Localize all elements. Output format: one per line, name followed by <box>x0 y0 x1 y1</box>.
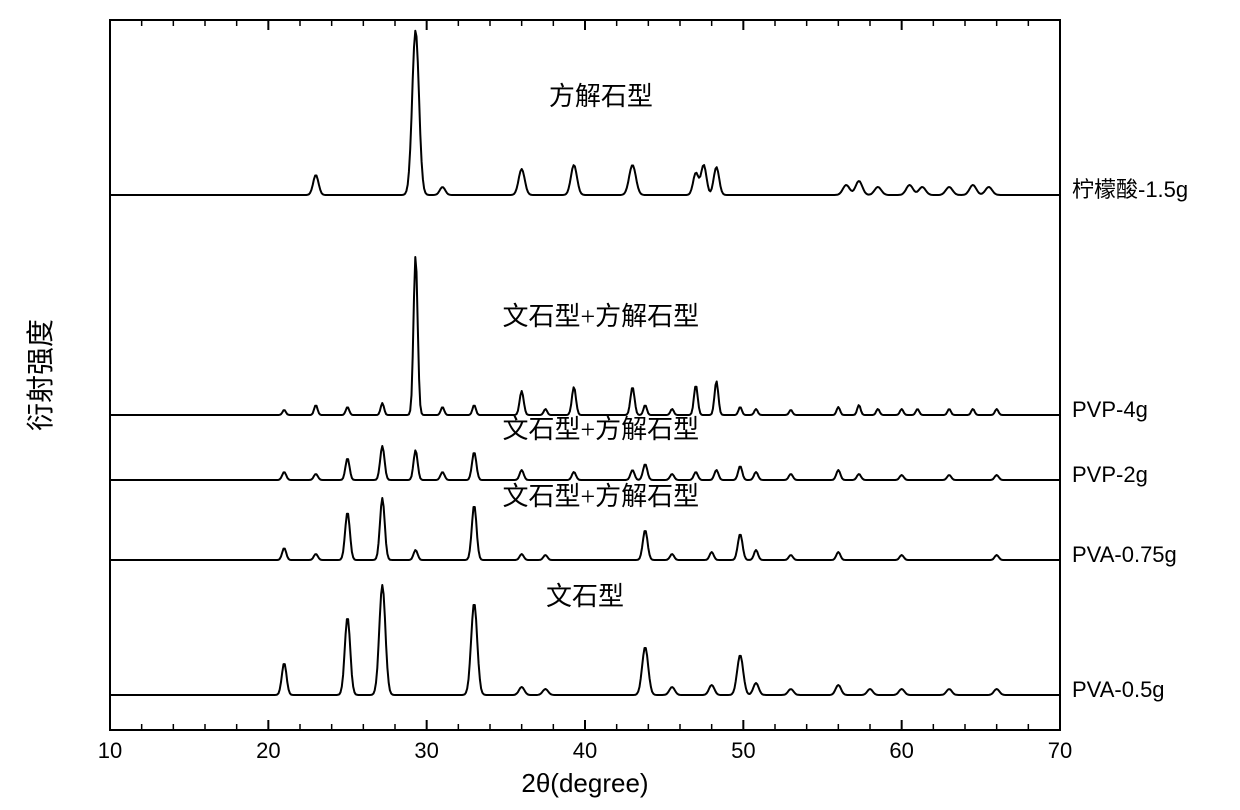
series-label-PVP-4g: PVP-4g <box>1072 397 1148 422</box>
series-PVP-4g <box>110 257 1060 415</box>
xtick-label: 30 <box>414 738 438 763</box>
chart-svg: 10 20 30 40 50 60 70 2θ(degree) 衍射强度 PVA-0.5g 文石型 P… <box>0 0 1240 810</box>
series-label-PVA-0.75g: PVA-0.75g <box>1072 542 1177 567</box>
series-PVP-2g <box>110 446 1060 480</box>
y-axis-label: 衍射强度 <box>25 319 57 431</box>
phase-label-citric-1.5g: 方解石型 <box>549 82 653 111</box>
plot-frame <box>110 20 1060 730</box>
x-axis-label: 2θ(degree) <box>521 768 648 798</box>
phase-label-PVA-0.5g: 文石型 <box>546 582 624 611</box>
xtick-label: 40 <box>573 738 597 763</box>
phase-label-PVP-4g: 文石型+方解石型 <box>502 302 699 331</box>
xtick-label: 60 <box>889 738 913 763</box>
xrd-chart: 10 20 30 40 50 60 70 2θ(degree) 衍射强度 PVA-0.5g 文石型 P… <box>0 0 1240 810</box>
series-label-citric-1.5g: 柠檬酸-1.5g <box>1072 177 1188 202</box>
phase-label-PVA-0.75g: 文石型+方解石型 <box>502 482 699 511</box>
series-label-PVA-0.5g: PVA-0.5g <box>1072 677 1165 702</box>
phase-label-PVP-2g: 文石型+方解石型 <box>502 415 699 444</box>
xtick-label: 20 <box>256 738 280 763</box>
xtick-label: 10 <box>98 738 122 763</box>
series-label-PVP-2g: PVP-2g <box>1072 462 1148 487</box>
xtick-label: 50 <box>731 738 755 763</box>
series-citric-1.5g <box>110 31 1060 195</box>
xtick-label: 70 <box>1048 738 1072 763</box>
